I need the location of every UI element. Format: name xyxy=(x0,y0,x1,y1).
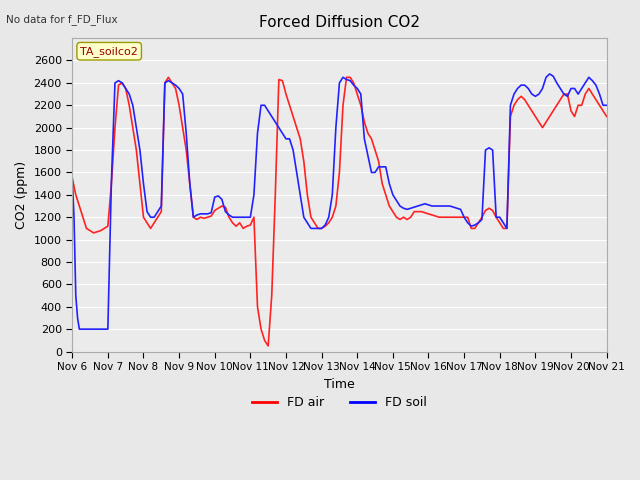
FD soil xyxy=(546,71,554,77)
FD soil xyxy=(446,203,454,209)
FD soil xyxy=(136,147,144,153)
FD air xyxy=(260,337,268,343)
FD air xyxy=(335,169,343,175)
Title: Forced Diffusion CO2: Forced Diffusion CO2 xyxy=(259,15,420,30)
FD soil xyxy=(603,102,611,108)
Text: TA_soilco2: TA_soilco2 xyxy=(80,46,138,57)
FD soil xyxy=(303,220,311,226)
FD soil xyxy=(514,85,522,91)
FD air xyxy=(603,114,611,120)
FD air xyxy=(400,215,408,220)
Y-axis label: CO2 (ppm): CO2 (ppm) xyxy=(15,161,28,229)
Line: FD soil: FD soil xyxy=(72,74,607,329)
FD air xyxy=(414,209,422,215)
FD air xyxy=(449,215,457,220)
FD air xyxy=(264,343,272,349)
FD soil xyxy=(100,326,108,332)
FD air xyxy=(599,108,607,114)
Legend: FD air, FD soil: FD air, FD soil xyxy=(248,391,431,414)
Text: No data for f_FD_Flux: No data for f_FD_Flux xyxy=(6,14,118,25)
X-axis label: Time: Time xyxy=(324,377,355,391)
FD air xyxy=(68,175,76,181)
Line: FD air: FD air xyxy=(72,77,607,346)
FD soil xyxy=(68,175,76,181)
FD soil xyxy=(585,74,593,80)
FD soil xyxy=(76,326,83,332)
FD air xyxy=(164,74,172,80)
